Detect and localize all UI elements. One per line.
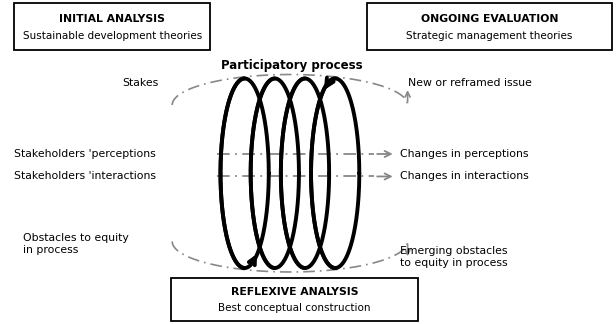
Text: ONGOING EVALUATION: ONGOING EVALUATION [421,14,558,24]
Text: Obstacles to equity
in process: Obstacles to equity in process [23,233,129,255]
Text: Sustainable development theories: Sustainable development theories [23,31,202,41]
Text: INITIAL ANALYSIS: INITIAL ANALYSIS [59,14,165,24]
Text: Changes in interactions: Changes in interactions [400,171,529,181]
Text: Stakeholders 'perceptions: Stakeholders 'perceptions [14,149,156,159]
Text: Strategic management theories: Strategic management theories [406,31,572,41]
FancyBboxPatch shape [171,278,418,321]
Text: Best conceptual construction: Best conceptual construction [219,303,371,313]
Text: Stakes: Stakes [123,78,159,88]
Text: New or reframed issue: New or reframed issue [408,78,532,88]
Text: Stakeholders 'interactions: Stakeholders 'interactions [14,171,156,181]
FancyBboxPatch shape [367,3,612,50]
Text: Participatory process: Participatory process [221,59,363,72]
Text: REFLEXIVE ANALYSIS: REFLEXIVE ANALYSIS [231,287,359,297]
Text: Changes in perceptions: Changes in perceptions [400,149,529,159]
Text: Emerging obstacles
to equity in process: Emerging obstacles to equity in process [400,246,508,268]
FancyBboxPatch shape [14,3,210,50]
